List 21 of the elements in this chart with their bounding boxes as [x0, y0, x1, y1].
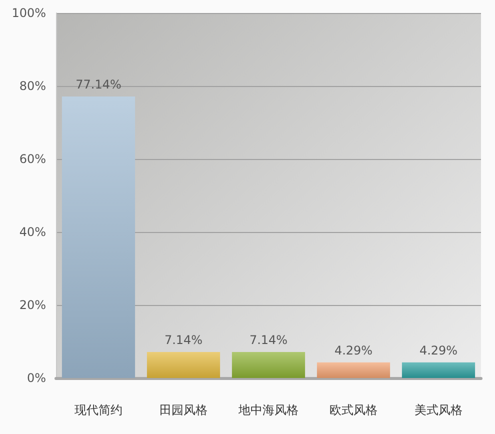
y-tick-label: 80% [19, 79, 46, 93]
x-tick-label: 欧式风格 [330, 403, 378, 417]
data-label: 7.14% [164, 332, 203, 347]
bar [62, 96, 136, 378]
y-tick-label: 100% [12, 6, 46, 20]
data-label: 4.29% [334, 343, 373, 358]
x-tick-label: 田园风格 [160, 403, 208, 417]
y-tick-label: 20% [19, 298, 46, 312]
y-tick-label: 40% [19, 225, 46, 239]
x-tick-label: 现代简约 [74, 403, 122, 417]
y-tick-label: 0% [26, 371, 46, 385]
bar [402, 362, 476, 378]
x-tick-label: 地中海风格 [238, 403, 298, 417]
bar [316, 362, 390, 378]
bar [232, 352, 306, 378]
data-label: 77.14% [76, 77, 122, 92]
x-tick-label: 美式风格 [414, 403, 462, 417]
data-label: 7.14% [249, 332, 288, 347]
bar [146, 352, 220, 378]
y-tick-label: 60% [19, 152, 46, 166]
data-label: 4.29% [419, 343, 458, 358]
